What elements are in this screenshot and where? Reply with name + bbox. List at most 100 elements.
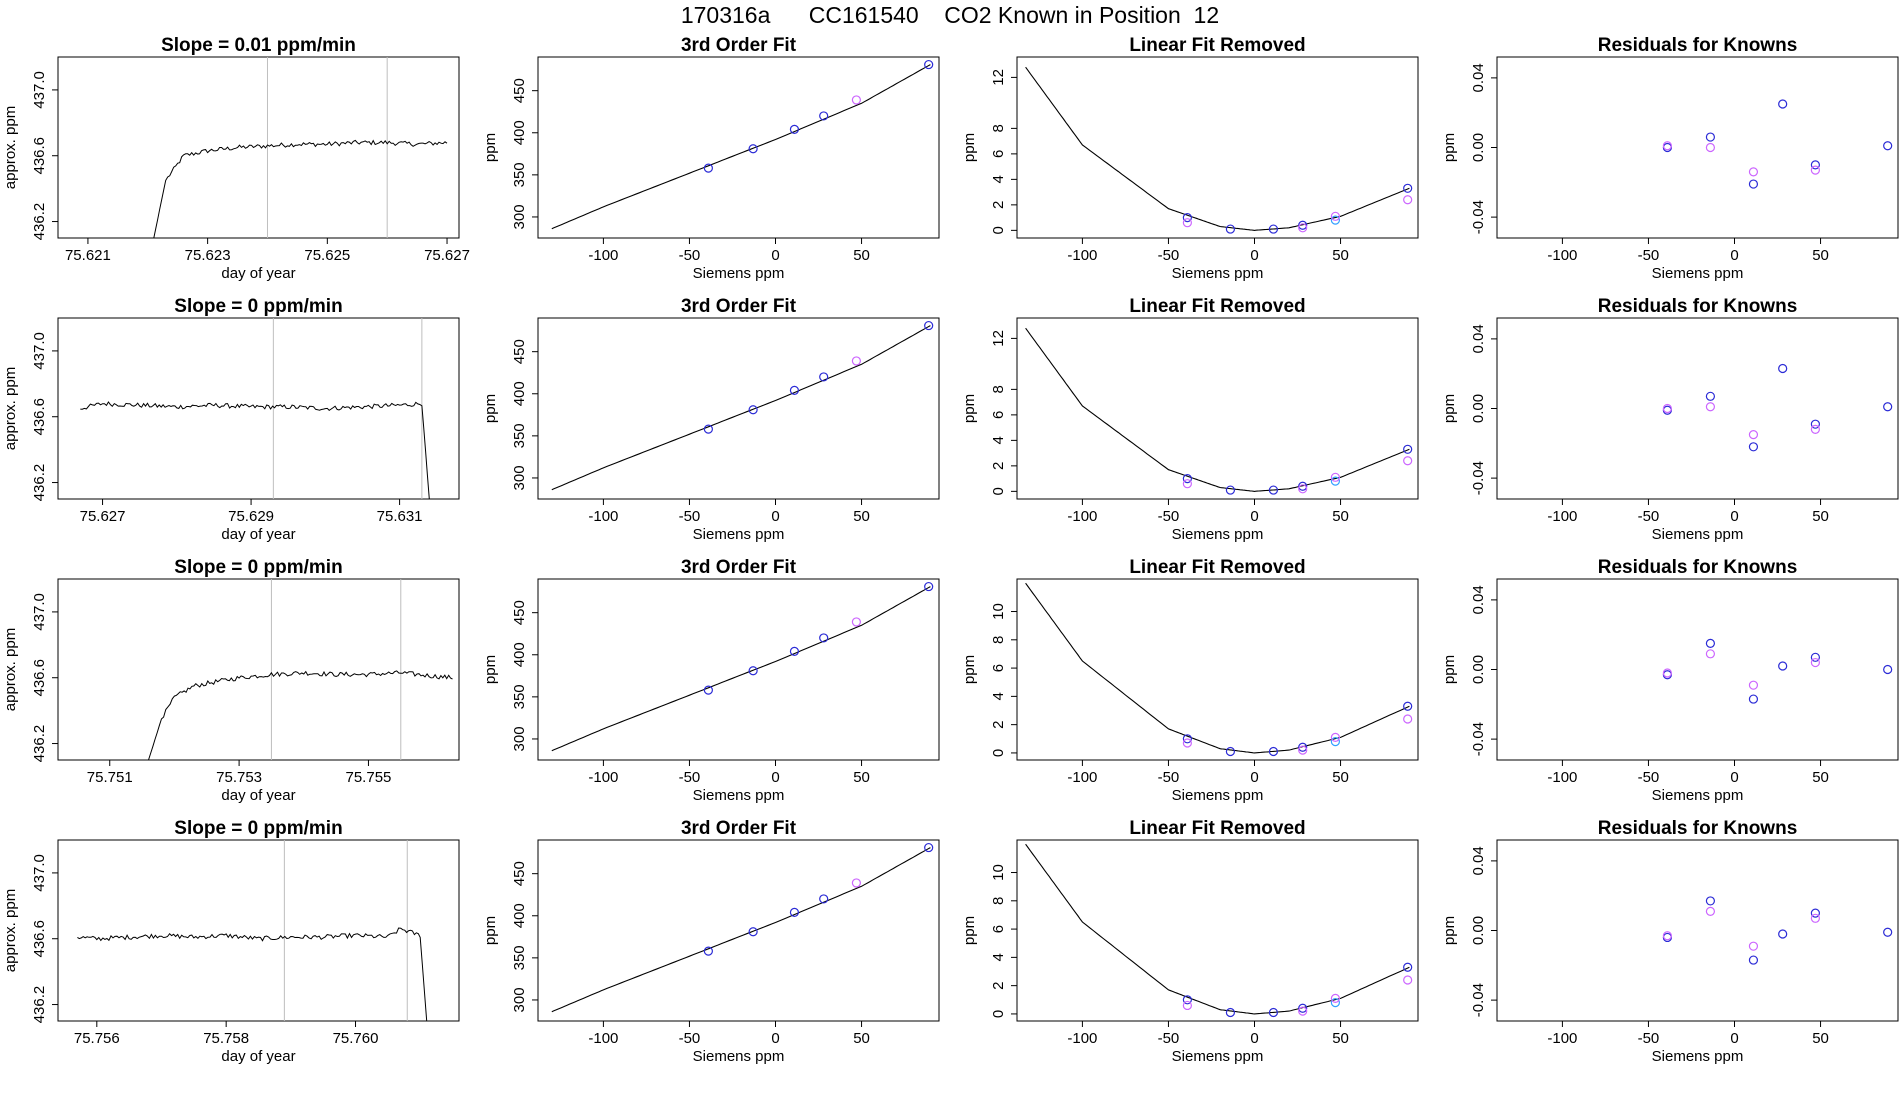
row1-fit-ytick-label: 300 — [511, 204, 528, 229]
row4-residuals-xlabel: Siemens ppm — [1652, 1048, 1744, 1065]
row4-fit-fit-curve — [551, 847, 931, 1013]
row3-fit-xtick-label: -100 — [588, 769, 618, 786]
row2-fit-xlabel: Siemens ppm — [693, 526, 785, 543]
row3-fit-title: 3rd Order Fit — [681, 557, 797, 578]
row3-fit-xtick-label: 50 — [853, 769, 870, 786]
row3-residuals-data-point — [1705, 649, 1716, 659]
row1-time-series-ytick-label: 436.2 — [31, 203, 48, 241]
row2-residuals-data-point — [1662, 403, 1672, 414]
row3-time-series-xtick-label: 75.755 — [346, 769, 392, 786]
row2-fit-ytick-label: 300 — [511, 465, 528, 490]
row3-linear-removed-title: Linear Fit Removed — [1129, 557, 1305, 578]
row4-linear-removed-xtick-label: 50 — [1332, 1030, 1349, 1047]
row4-residuals-data-point — [1705, 906, 1716, 916]
row1-fit-data-point — [748, 144, 758, 154]
row1-residuals-ylabel: ppm — [1441, 133, 1458, 162]
row4-fit-data-point — [703, 946, 713, 956]
row4-residuals-ylabel: ppm — [1441, 916, 1458, 945]
row4-linear-removed-ylabel: ppm — [961, 916, 978, 945]
row4-linear-removed-fit-curve — [1025, 843, 1410, 1015]
row1-time-series-trace-line — [153, 139, 448, 239]
row4-linear-removed-ytick-label: 4 — [990, 953, 1007, 961]
row3-residuals-xtick-label: 50 — [1812, 769, 1829, 786]
row1-linear-removed-data-point — [1403, 183, 1413, 193]
row4-fit-ytick-label: 400 — [511, 903, 528, 928]
row1-fit-data-point — [851, 95, 861, 105]
row3-residuals-title: Residuals for Knowns — [1598, 557, 1798, 578]
row2-residuals-title: Residuals for Knowns — [1598, 296, 1798, 317]
row1-linear-removed-data-point — [1298, 223, 1308, 233]
row1-linear-removed-data-point — [1225, 224, 1236, 234]
row2-linear-removed-xtick-label: 0 — [1250, 508, 1258, 525]
row3-residuals-xlabel: Siemens ppm — [1652, 787, 1744, 804]
row1-time-series-ytick-label: 436.6 — [31, 137, 48, 175]
row3-time-series-plot-frame — [57, 578, 460, 761]
row1-linear-removed-xlabel: Siemens ppm — [1172, 265, 1264, 282]
row4-residuals-plot-frame — [1496, 839, 1899, 1022]
row4-fit-ytick-label: 300 — [511, 987, 528, 1012]
row1-residuals-data-point — [1705, 142, 1716, 153]
row2-linear-removed-xtick-label: -50 — [1158, 508, 1180, 525]
row3-residuals-xtick-label: 0 — [1730, 769, 1738, 786]
row3-residuals-ytick-label: -0.04 — [1470, 722, 1487, 756]
row4-linear-removed-data-point — [1330, 998, 1340, 1008]
row2-residuals-data-point — [1810, 419, 1820, 429]
row3-residuals-data-point — [1705, 638, 1716, 648]
row1-linear-removed-ytick-label: 12 — [990, 69, 1007, 86]
row2-residuals-ytick-label: 0.04 — [1470, 324, 1487, 353]
row2-residuals-ytick-label: 0.00 — [1470, 394, 1487, 423]
row3-fit-ytick-label: 300 — [511, 726, 528, 751]
row1-residuals-data-point — [1778, 99, 1788, 109]
row4-time-series-plot-frame — [57, 839, 460, 1022]
row2-time-series-title: Slope = 0 ppm/min — [174, 296, 342, 317]
row1-linear-removed-ylabel: ppm — [961, 133, 978, 162]
row2-linear-removed-fit-curve — [1025, 327, 1410, 492]
row1-fit-xtick-label: 50 — [853, 247, 870, 264]
row2-time-series-trace-line — [80, 401, 430, 500]
row4-linear-removed-data-point — [1330, 993, 1340, 1003]
row2-linear-removed-data-point — [1403, 456, 1413, 466]
row4-fit-ytick-label: 450 — [511, 861, 528, 886]
row3-time-series-ytick-label: 436.2 — [31, 725, 48, 763]
row1-fit-xtick-label: -50 — [679, 247, 701, 264]
row1-linear-removed-data-point — [1182, 213, 1192, 223]
row1-linear-removed-data-point — [1330, 215, 1340, 225]
row1-linear-removed-ytick-label: 6 — [990, 150, 1007, 158]
row4-fit-ytick-label: 350 — [511, 945, 528, 970]
row4-time-series-title: Slope = 0 ppm/min — [174, 818, 342, 839]
row4-fit-data-point — [819, 894, 829, 904]
row4-residuals-ytick-label: 0.04 — [1470, 846, 1487, 875]
row1-time-series-xtick-label: 75.625 — [304, 247, 350, 264]
row2-linear-removed-data-point — [1403, 444, 1413, 454]
row4-linear-removed-data-point — [1403, 975, 1413, 985]
row2-residuals-xtick-label: -50 — [1638, 508, 1660, 525]
row3-fit-ylabel: ppm — [482, 655, 499, 684]
row4-linear-removed-data-point — [1403, 962, 1413, 972]
row1-fit-xtick-label: -100 — [588, 247, 618, 264]
row4-time-series-xtick-label: 75.760 — [333, 1030, 379, 1047]
row4-linear-removed-xlabel: Siemens ppm — [1172, 1048, 1264, 1065]
row2-linear-removed-xtick-label: 50 — [1332, 508, 1349, 525]
row4-linear-removed-xtick-label: 0 — [1250, 1030, 1258, 1047]
row4-residuals-data-point — [1748, 941, 1759, 951]
row4-residuals-data-point — [1810, 913, 1820, 923]
row4-residuals-data-point — [1810, 908, 1820, 918]
row3-linear-removed-data-point — [1182, 738, 1192, 748]
row1-fit-fit-curve — [551, 64, 931, 230]
row3-residuals-data-point — [1662, 668, 1672, 678]
row1-residuals-ytick-label: 0.04 — [1470, 63, 1487, 92]
row4-residuals-data-point — [1883, 927, 1893, 937]
row3-linear-removed-fit-curve — [1025, 582, 1410, 754]
row4-fit-xtick-label: 50 — [853, 1030, 870, 1047]
row3-linear-removed-xlabel: Siemens ppm — [1172, 787, 1264, 804]
row2-linear-removed-data-point — [1298, 484, 1308, 494]
row3-fit-fit-curve — [551, 586, 931, 752]
row2-linear-removed-data-point — [1182, 474, 1192, 484]
figure-title: 170316a CC161540 CO2 Known in Position 1… — [680, 2, 1220, 28]
row1-linear-removed-data-point — [1330, 211, 1340, 221]
row3-time-series-trace-line — [148, 670, 453, 761]
row1-linear-removed-data-point — [1298, 220, 1308, 230]
row3-residuals-xtick-label: -50 — [1638, 769, 1660, 786]
row4-residuals-data-point — [1748, 955, 1759, 965]
row2-residuals-plot-frame — [1496, 317, 1899, 500]
